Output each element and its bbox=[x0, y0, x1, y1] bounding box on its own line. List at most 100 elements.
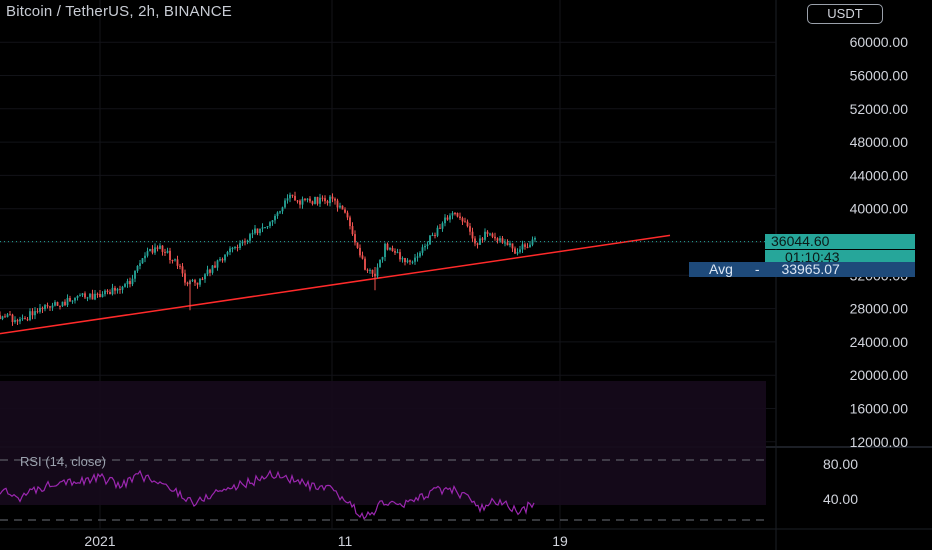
candle-body bbox=[71, 300, 74, 302]
candle-body bbox=[514, 248, 516, 254]
candle-body bbox=[384, 243, 386, 258]
candle-body bbox=[496, 238, 499, 241]
candle-body bbox=[499, 238, 501, 241]
candle-body bbox=[476, 243, 479, 245]
candle-body bbox=[179, 265, 181, 267]
candle-body bbox=[336, 200, 339, 208]
support-trendline bbox=[0, 234, 671, 335]
candle-body bbox=[6, 314, 9, 318]
candle-body bbox=[281, 207, 284, 212]
candle-body bbox=[244, 241, 246, 243]
candle-body bbox=[69, 298, 71, 302]
candle-body bbox=[486, 231, 489, 234]
rsi-tick-label: 40.00 bbox=[823, 491, 858, 507]
candle-body bbox=[314, 196, 316, 204]
candle-body bbox=[114, 287, 116, 291]
candle-body bbox=[466, 221, 469, 227]
rsi-indicator-label[interactable]: RSI (14, close) bbox=[20, 454, 106, 469]
rsi-tick-label: 80.00 bbox=[823, 456, 858, 472]
candle-body bbox=[284, 200, 286, 208]
candle-body bbox=[46, 305, 49, 307]
candle-body bbox=[459, 216, 461, 219]
candle-body bbox=[234, 247, 236, 249]
symbol-title[interactable]: Bitcoin / TetherUS, 2h, BINANCE bbox=[6, 3, 233, 20]
candle-body bbox=[164, 251, 166, 253]
last-price-tag: 36044.60 bbox=[765, 234, 915, 249]
candle-body bbox=[304, 198, 306, 200]
candle-body bbox=[176, 259, 179, 266]
candle-body bbox=[386, 243, 389, 250]
candle-body bbox=[166, 250, 169, 253]
candle-body bbox=[124, 284, 126, 287]
candle-body bbox=[101, 294, 104, 298]
candle-body bbox=[4, 316, 6, 318]
candle-body bbox=[79, 295, 81, 297]
candle-body bbox=[341, 205, 344, 210]
candle-body bbox=[389, 247, 391, 250]
candle-body bbox=[531, 239, 534, 245]
candle-body bbox=[239, 243, 241, 248]
price-tick-label: 48000.00 bbox=[850, 134, 909, 150]
price-tick-label: 60000.00 bbox=[850, 34, 909, 50]
candle-body bbox=[426, 244, 429, 247]
candle-body bbox=[34, 311, 36, 316]
candle-body bbox=[519, 249, 521, 253]
candle-body bbox=[49, 306, 51, 308]
candle-body bbox=[254, 228, 256, 234]
candle-body bbox=[289, 194, 291, 199]
candle-body bbox=[31, 311, 34, 316]
candle-body bbox=[161, 245, 164, 252]
candle-body bbox=[61, 301, 64, 307]
candle-body bbox=[11, 314, 14, 323]
candle-body bbox=[74, 297, 76, 301]
candle-body bbox=[146, 251, 149, 256]
candle-body bbox=[209, 269, 211, 273]
candle-body bbox=[19, 319, 21, 322]
candle-body bbox=[111, 287, 114, 295]
candle-body bbox=[506, 242, 509, 246]
price-tick-label: 28000.00 bbox=[850, 301, 909, 317]
time-tick-label: 11 bbox=[338, 533, 353, 549]
candle-body bbox=[56, 302, 59, 306]
candle-body bbox=[64, 301, 66, 306]
candle-body bbox=[219, 259, 221, 261]
candle-body bbox=[534, 238, 536, 240]
candle-body bbox=[451, 213, 454, 216]
candle-body bbox=[529, 244, 531, 248]
candle-body bbox=[399, 252, 401, 260]
candle-body bbox=[434, 235, 436, 237]
candle-body bbox=[404, 258, 406, 263]
candle-body bbox=[394, 251, 396, 253]
candle-body bbox=[469, 226, 471, 232]
candle-body bbox=[436, 227, 439, 236]
candle-body bbox=[319, 197, 321, 204]
candle-body bbox=[296, 200, 299, 202]
candle-body bbox=[214, 265, 216, 268]
candle-body bbox=[489, 233, 491, 235]
candle-body bbox=[116, 288, 119, 291]
candle-body bbox=[421, 247, 424, 253]
candle-body bbox=[379, 259, 381, 268]
candle-body bbox=[369, 269, 371, 271]
candle-body bbox=[51, 305, 54, 308]
candle-body bbox=[89, 293, 91, 298]
candle-body bbox=[224, 254, 226, 261]
candle-body bbox=[484, 231, 486, 240]
candle-body bbox=[84, 293, 86, 298]
candle-body bbox=[26, 319, 29, 321]
candle-body bbox=[201, 278, 204, 280]
candle-body bbox=[181, 266, 184, 274]
currency-button[interactable]: USDT bbox=[807, 4, 883, 24]
candle-body bbox=[186, 282, 189, 285]
candle-body bbox=[149, 248, 151, 252]
candle-body bbox=[59, 305, 61, 307]
time-tick-label: 2021 bbox=[84, 533, 115, 549]
candle-body bbox=[321, 197, 324, 199]
candle-body bbox=[401, 258, 404, 260]
candle-body bbox=[14, 320, 16, 323]
candle-body bbox=[236, 247, 239, 249]
candle-body bbox=[109, 291, 111, 295]
candle-body bbox=[196, 282, 199, 285]
candle-body bbox=[86, 297, 89, 299]
